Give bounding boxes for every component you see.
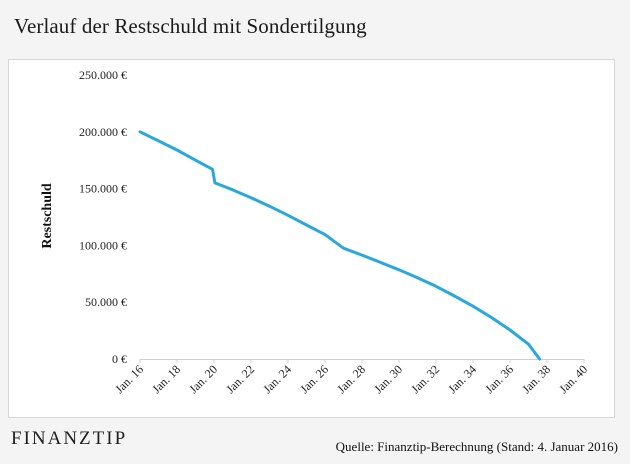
- x-tick-label: Jan. 26: [297, 362, 331, 396]
- y-tick-label: 0 €: [112, 352, 127, 366]
- chart-panel: 0 € 50.000 € 100.000 € 150.000 € 200.000 € 25…: [8, 59, 615, 418]
- logo-part-finanz: FINANZ: [11, 428, 93, 449]
- x-tick-label: Jan. 40: [556, 362, 590, 396]
- x-tick-label: Jan. 34: [445, 362, 479, 396]
- x-tick-label: Jan. 22: [223, 362, 257, 396]
- series-line-restschuld: [138, 130, 542, 361]
- chart-title: Verlauf der Restschuld mit Sondertilgung: [14, 14, 367, 38]
- finanztip-logo: FINANZTIP: [11, 428, 127, 450]
- y-tick-label: 50.000 €: [85, 295, 127, 309]
- x-tick-label: Jan. 24: [260, 362, 294, 396]
- y-tick-label: 150.000 €: [79, 182, 127, 196]
- y-axis-label: Restschuld: [40, 183, 55, 249]
- x-tick-label: Jan. 20: [186, 362, 220, 396]
- source-note: Quelle: Finanztip-Berechnung (Stand: 4. …: [335, 439, 618, 454]
- x-tick-label: Jan. 38: [519, 362, 553, 396]
- logo-part-tip: TIP: [92, 428, 128, 449]
- x-tick-label: Jan. 32: [408, 362, 442, 396]
- y-tick-label: 250.000 €: [79, 68, 127, 82]
- y-tick-label: 200.000 €: [79, 125, 127, 139]
- line-chart: 0 € 50.000 € 100.000 € 150.000 € 200.000 € 25…: [40, 68, 590, 396]
- x-tick-label: Jan. 16: [112, 362, 146, 396]
- y-tick-label: 100.000 €: [79, 238, 127, 252]
- x-tick-label: Jan. 30: [371, 362, 405, 396]
- x-tick-label: Jan. 18: [149, 362, 183, 396]
- x-tick-label: Jan. 36: [482, 362, 516, 396]
- x-tick-label: Jan. 28: [334, 362, 368, 396]
